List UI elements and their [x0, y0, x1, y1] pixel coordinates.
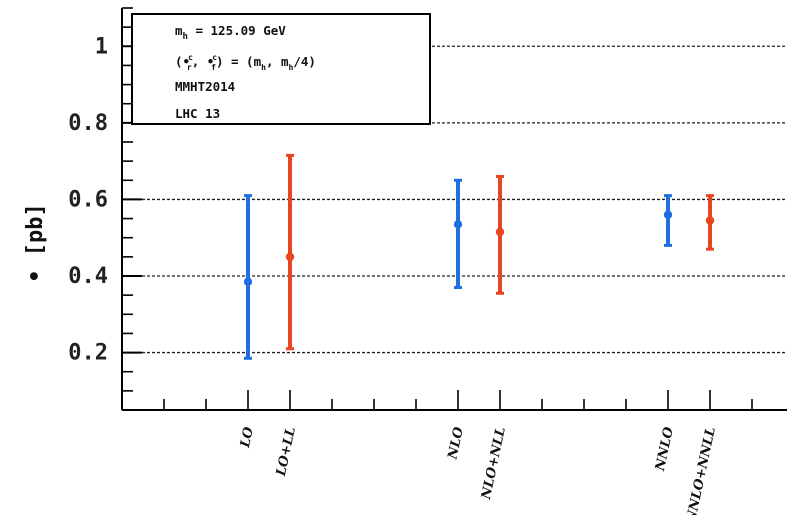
point-group-1 [285, 153, 295, 351]
y-tick-label-3: 0.8 [68, 111, 108, 136]
legend-line-scales: (•c r, •c f) = (mh, mh/4) [175, 53, 316, 72]
category-label-5: NNLO+NNLL [684, 426, 719, 515]
y-tick-label-0: 0.2 [68, 341, 108, 366]
y-axis-label-text: • [pb] [23, 203, 48, 282]
legend-box: mh = 125.09 GeV (•c r, •c f) = (mh, mh/4) … [131, 13, 431, 125]
category-label-1: LO+LL [274, 426, 299, 479]
point-group-0 [243, 194, 253, 360]
y-axis-label: • [pb] [23, 203, 48, 282]
data-point-4 [663, 210, 673, 219]
y-tick-label-2: 0.6 [68, 187, 108, 212]
data-point-1 [285, 252, 295, 262]
axes [121, 8, 787, 411]
y-ticks: 0.2 0.4 0.6 0.8 1 [68, 7, 142, 392]
point-group-5 [705, 194, 715, 251]
point-group-4 [663, 194, 673, 247]
data-series [243, 153, 715, 360]
point-group-2 [453, 178, 463, 289]
y-tick-label-1: 0.4 [68, 264, 108, 289]
category-label-0: LO [238, 425, 257, 450]
point-group-3 [495, 174, 505, 295]
data-point-5 [705, 216, 715, 225]
legend-line-collider: LHC 13 [175, 106, 220, 121]
category-label-3: NLO+NLL [479, 426, 509, 502]
category-labels: LO LO+LL NLO NLO+NLL NNLO NNLO+NNLL [238, 425, 719, 515]
x-ticks [163, 390, 753, 410]
category-label-4: NNLO [653, 425, 677, 473]
legend-line-pdf: MMHT2014 [175, 79, 235, 94]
data-point-2 [453, 220, 463, 229]
data-point-0 [243, 277, 253, 286]
data-point-3 [495, 227, 505, 237]
legend-line-mh: mh = 125.09 GeV [175, 23, 286, 42]
y-tick-label-4: 1 [95, 34, 108, 59]
legend-frame [131, 13, 431, 125]
category-label-2: NLO [445, 425, 467, 461]
